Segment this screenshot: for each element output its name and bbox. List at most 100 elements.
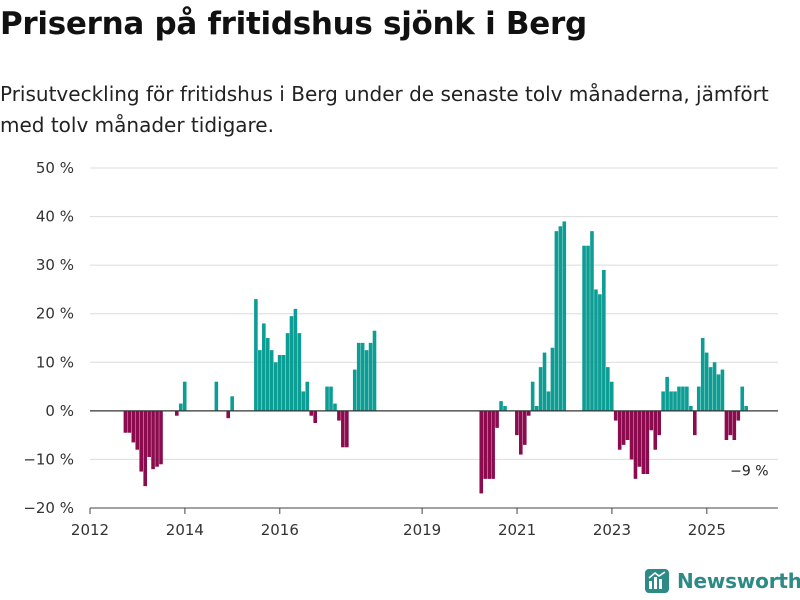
y-tick-label: −20 % <box>23 499 74 517</box>
x-axis: 2012 2014 2016 2019 2021 2023 2025 <box>71 410 778 539</box>
bar <box>538 367 543 411</box>
bar <box>613 410 618 421</box>
bar <box>289 316 294 411</box>
bar <box>297 333 302 411</box>
bar <box>301 391 306 411</box>
x-tick-label: 2019 <box>403 521 441 539</box>
bar <box>123 410 128 433</box>
bar <box>178 403 183 411</box>
bar <box>554 231 559 411</box>
y-tick-label: 40 % <box>36 208 74 226</box>
bar <box>728 410 733 436</box>
bar <box>558 226 563 411</box>
bar <box>712 362 717 411</box>
bar <box>708 367 713 411</box>
y-tick-label: 10 % <box>36 353 74 371</box>
y-tick-label: 20 % <box>36 305 74 323</box>
bar <box>285 333 290 411</box>
bar <box>155 410 159 467</box>
bar <box>487 410 491 479</box>
x-tick-label: 2016 <box>261 521 299 539</box>
bar <box>364 350 369 411</box>
bar <box>491 410 495 479</box>
bar <box>214 381 219 411</box>
chart-subtitle: Prisutveckling för fritidshus i Berg und… <box>0 82 769 137</box>
bar <box>127 410 132 433</box>
bar <box>582 245 586 411</box>
x-tick-label: 2021 <box>498 521 536 539</box>
bar <box>692 410 697 436</box>
brand-name: Newsworthy <box>677 569 800 593</box>
bar <box>337 410 341 421</box>
chart-title: Priserna på fritidshus sjönk i Berg <box>0 6 587 42</box>
bar <box>594 289 598 411</box>
bar <box>677 386 681 411</box>
bar <box>602 270 606 411</box>
data-label: −9 % <box>730 464 768 480</box>
bar <box>226 410 231 419</box>
x-tick-label: 2012 <box>71 521 109 539</box>
bar <box>665 376 669 411</box>
bar <box>325 386 329 411</box>
bar <box>586 245 590 411</box>
bar <box>562 221 567 411</box>
bar <box>740 386 745 411</box>
bar <box>360 342 365 411</box>
bar <box>625 410 630 440</box>
bar <box>621 410 626 445</box>
x-tick-label: 2025 <box>688 521 726 539</box>
bar <box>135 410 140 450</box>
bar <box>368 342 373 411</box>
bar <box>744 406 748 411</box>
bar <box>633 410 638 479</box>
bar <box>685 386 689 411</box>
bar <box>230 396 234 411</box>
y-tick-label: 0 % <box>45 402 74 420</box>
bar <box>265 338 270 411</box>
bar <box>159 410 163 465</box>
bar <box>590 231 594 411</box>
bar <box>550 347 555 411</box>
y-tick-label: 50 % <box>36 159 74 177</box>
bar <box>661 391 665 411</box>
bar <box>333 403 337 411</box>
bar <box>147 410 151 457</box>
bar <box>542 352 547 411</box>
y-tick-label: −10 % <box>23 450 74 468</box>
bar <box>499 401 503 411</box>
bar <box>495 410 499 428</box>
bar <box>483 410 488 479</box>
x-tick-label: 2014 <box>166 521 204 539</box>
bar <box>689 406 693 411</box>
bar <box>681 386 685 411</box>
bar <box>139 410 144 472</box>
bar <box>345 410 349 448</box>
bar <box>716 374 721 411</box>
bar <box>629 410 634 460</box>
gridlines <box>90 167 778 509</box>
bar <box>254 299 258 411</box>
bar <box>356 342 361 411</box>
bar <box>305 381 310 411</box>
bar <box>720 369 725 411</box>
annotations: −9 % <box>730 464 768 480</box>
bar <box>151 410 155 470</box>
x-tick-label: 2023 <box>593 521 631 539</box>
bar <box>519 410 523 455</box>
bar <box>732 410 737 440</box>
bar <box>131 410 136 443</box>
bar <box>262 323 266 411</box>
bar <box>696 386 701 411</box>
bar <box>309 410 314 416</box>
bar <box>503 406 507 411</box>
bar <box>724 410 729 440</box>
bar <box>372 330 377 411</box>
bar <box>609 381 614 411</box>
bar <box>546 391 551 411</box>
bar <box>606 367 610 411</box>
bars <box>123 221 748 494</box>
y-tick-label: 30 % <box>36 256 74 274</box>
bar <box>143 410 147 487</box>
bar <box>736 410 741 421</box>
bar <box>669 391 673 411</box>
